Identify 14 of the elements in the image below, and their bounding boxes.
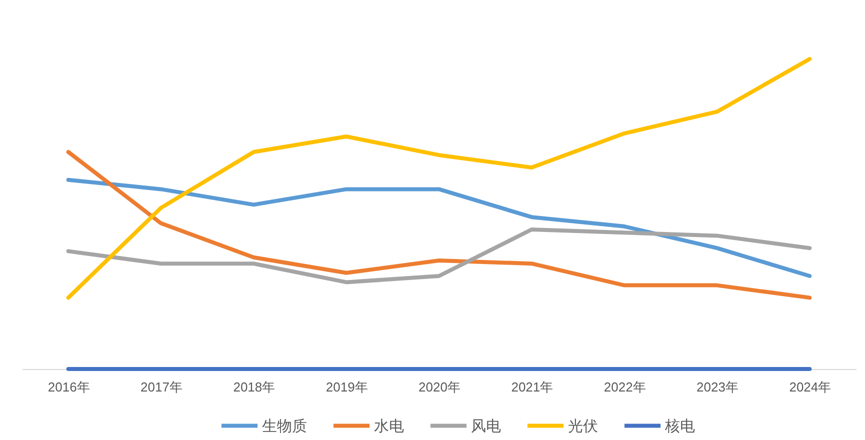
legend-label: 生物质 <box>262 418 307 435</box>
legend-label: 水电 <box>374 418 404 435</box>
legend-label: 光伏 <box>568 418 598 435</box>
x-tick-label: 2024年 <box>789 380 832 394</box>
x-tick-label: 2022年 <box>604 380 646 394</box>
x-tick-label: 2017年 <box>140 380 182 394</box>
x-tick-label: 2023年 <box>696 380 738 394</box>
x-tick-label: 2019年 <box>326 380 368 394</box>
x-tick-label: 2018年 <box>233 380 276 394</box>
x-tick-label: 2021年 <box>511 380 554 394</box>
legend-label: 核电 <box>664 418 695 435</box>
legend-label: 风电 <box>471 418 501 435</box>
x-tick-label: 2016年 <box>48 380 90 394</box>
x-tick-label: 2020年 <box>418 380 460 394</box>
